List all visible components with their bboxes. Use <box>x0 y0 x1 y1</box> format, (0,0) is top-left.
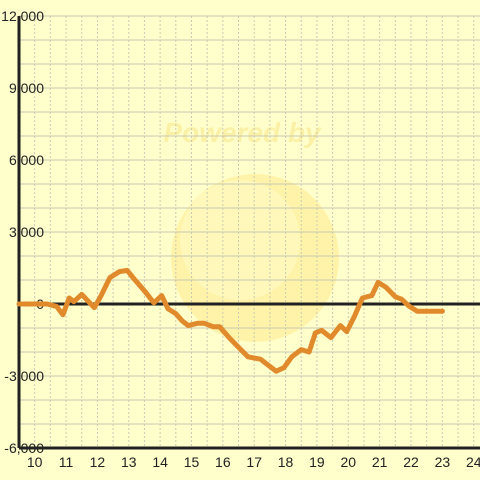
x-tick-label: 16 <box>215 454 231 470</box>
series-line <box>16 267 445 374</box>
watermark-logo-icon <box>171 174 339 342</box>
x-tick-label: 23 <box>435 454 451 470</box>
y-tick-label: -6,000 <box>4 440 44 456</box>
x-tick-label: 15 <box>184 454 200 470</box>
y-tick-label: 12,000 <box>1 8 44 24</box>
watermark-logo-inner-icon <box>180 180 300 300</box>
x-tick-label: 20 <box>340 454 356 470</box>
y-tick-label: 9,000 <box>9 80 44 96</box>
x-tick-label: 12 <box>90 454 106 470</box>
y-tick-label: -3,000 <box>4 368 44 384</box>
x-tick-label: 24 <box>466 454 480 470</box>
x-tick-label: 13 <box>121 454 137 470</box>
series-group <box>16 267 445 374</box>
x-tick-label: 10 <box>27 454 43 470</box>
x-tick-label: 22 <box>403 454 419 470</box>
x-tick-label: 17 <box>246 454 262 470</box>
x-tick-label: 11 <box>59 454 74 470</box>
y-tick-label: 3,000 <box>9 224 44 240</box>
x-tick-label: 21 <box>372 454 388 470</box>
x-tick-label: 14 <box>152 454 168 470</box>
x-tick-label: 18 <box>278 454 294 470</box>
watermark-text: Powered by <box>163 117 322 148</box>
x-tick-labels: 10 11 12 13 14 15 16 17 18 19 20 21 22 23 24 <box>27 454 480 470</box>
x-tick-label: 19 <box>309 454 325 470</box>
y-tick-label: 6,000 <box>9 152 44 168</box>
